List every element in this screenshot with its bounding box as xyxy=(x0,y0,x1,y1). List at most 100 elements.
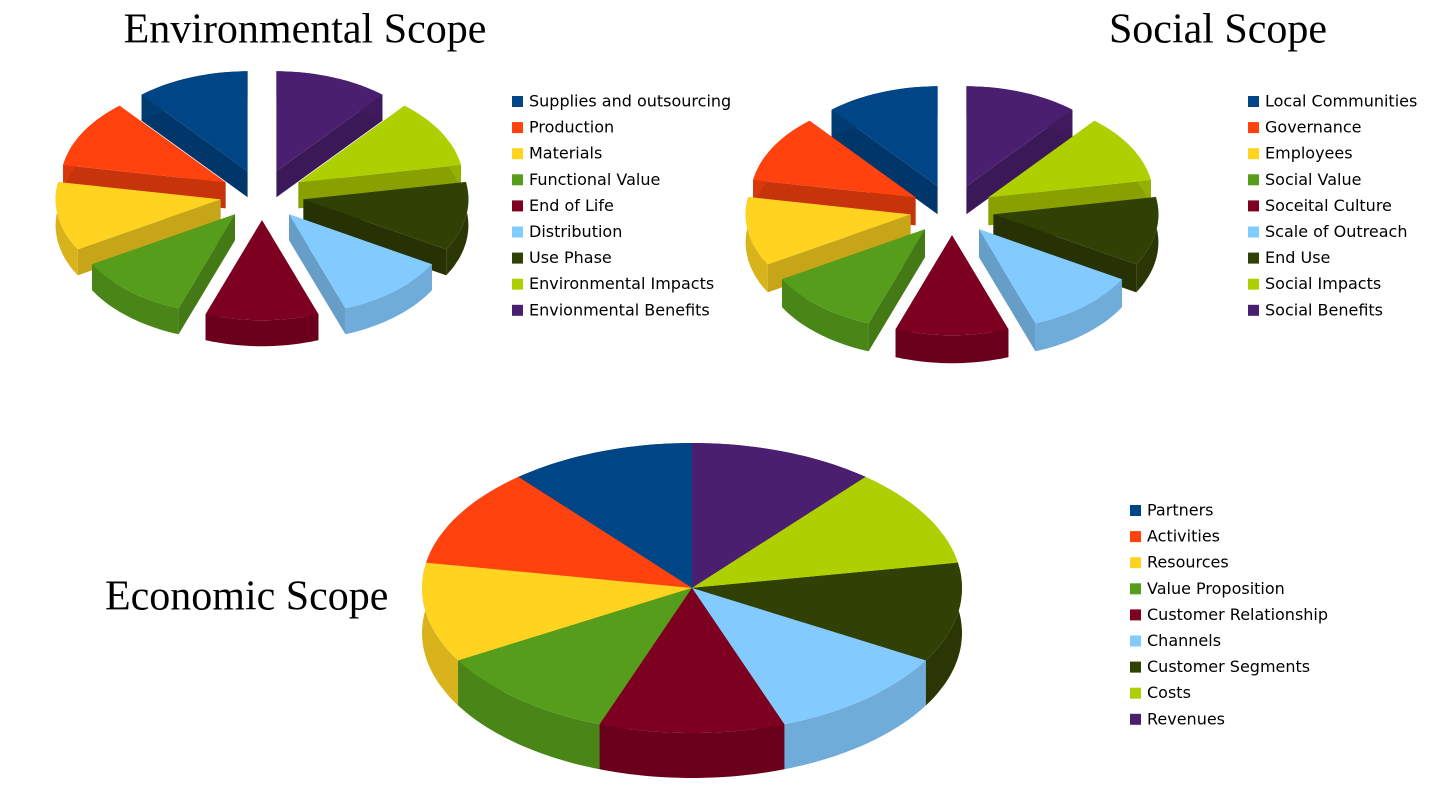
legend-swatch xyxy=(1130,635,1141,647)
legend-label: End Use xyxy=(1265,248,1330,267)
legend-swatch xyxy=(1248,174,1259,186)
slice xyxy=(692,443,866,588)
legend-swatch xyxy=(1248,122,1259,134)
slice xyxy=(745,197,911,265)
legend-label: Customer Relationship xyxy=(1147,605,1328,624)
slice xyxy=(692,588,926,725)
slice xyxy=(782,229,925,324)
legend-label: Customer Segments xyxy=(1147,657,1310,676)
pie xyxy=(55,71,469,347)
slice-side xyxy=(895,329,1009,364)
legend-label: Social Benefits xyxy=(1265,300,1383,319)
legend-swatch xyxy=(1248,278,1259,290)
slice xyxy=(276,71,383,172)
slice-side xyxy=(925,562,962,706)
legend-swatch xyxy=(1130,661,1141,673)
slice-side xyxy=(1136,197,1159,293)
slice xyxy=(993,197,1159,265)
legend-swatch xyxy=(1130,609,1141,621)
slice xyxy=(289,214,432,309)
slice-side xyxy=(599,724,785,778)
legend-swatch xyxy=(1248,148,1259,160)
legend-label: Distribution xyxy=(529,222,622,241)
legend-swatch xyxy=(1248,304,1259,316)
legend-label: Governance xyxy=(1265,118,1362,137)
slice-side xyxy=(422,562,459,706)
legend-label: Resources xyxy=(1147,553,1229,572)
slice xyxy=(988,120,1151,198)
legend-swatch xyxy=(512,252,523,264)
legend-label: Employees xyxy=(1265,144,1353,163)
legend-label: Envionmental Benefits xyxy=(529,300,710,319)
slice-side xyxy=(784,660,926,770)
slice-side xyxy=(1035,279,1122,352)
pie xyxy=(745,86,1159,364)
slice-side xyxy=(55,182,78,276)
chart-title: Social Scope xyxy=(1109,7,1327,53)
slice-side xyxy=(178,214,235,335)
chart-title: Environmental Scope xyxy=(124,7,487,53)
pie xyxy=(422,443,962,778)
legend-swatch xyxy=(512,122,523,134)
slice xyxy=(979,229,1122,324)
chart-title: Economic Scope xyxy=(105,574,388,620)
legend-swatch xyxy=(1130,531,1141,543)
slice-side xyxy=(831,109,938,215)
slice xyxy=(141,71,248,172)
slice xyxy=(55,182,221,250)
legend-swatch xyxy=(1130,687,1141,699)
legend-label: Functional Value xyxy=(529,170,660,189)
legend-swatch xyxy=(1248,96,1259,107)
slice xyxy=(753,120,916,198)
legend-label: Materials xyxy=(529,144,602,163)
legend-label: Value Proposition xyxy=(1147,579,1285,598)
legend-swatch xyxy=(512,148,523,160)
legend-label: Costs xyxy=(1147,683,1191,702)
legend-swatch xyxy=(512,174,523,186)
slice xyxy=(63,105,226,183)
slice xyxy=(966,86,1073,187)
legend-swatch xyxy=(1248,252,1259,264)
slice xyxy=(92,214,235,309)
slice-side xyxy=(458,660,600,770)
slice-side xyxy=(745,197,768,293)
legend-swatch xyxy=(1248,226,1259,238)
legend-swatch xyxy=(512,226,523,238)
legend-swatch xyxy=(1130,505,1141,516)
legend-label: Social Value xyxy=(1265,170,1361,189)
legend-label: Partners xyxy=(1147,501,1213,520)
legend-swatch xyxy=(1130,713,1141,725)
legend-swatch xyxy=(1130,557,1141,569)
slice xyxy=(426,476,692,588)
legend-label: Channels xyxy=(1147,631,1221,650)
legend-label: Local Communities xyxy=(1265,92,1417,111)
slice-side xyxy=(205,314,319,347)
slice-side xyxy=(345,264,432,335)
legend-label: Revenues xyxy=(1147,709,1225,728)
slice xyxy=(895,235,1009,336)
legend-label: Use Phase xyxy=(529,248,612,267)
slice xyxy=(831,86,938,187)
slice-side xyxy=(141,94,248,198)
legend-swatch xyxy=(1248,200,1259,212)
legend-label: Environmental Impacts xyxy=(529,274,714,293)
legend-swatch xyxy=(1130,583,1141,595)
slice xyxy=(205,220,319,321)
legend-swatch xyxy=(512,96,523,107)
slice-side xyxy=(276,94,383,198)
legend-label: End of Life xyxy=(529,196,614,215)
slice-side xyxy=(782,279,869,352)
slice xyxy=(303,182,469,250)
slice xyxy=(599,588,785,733)
legend-label: Social Impacts xyxy=(1265,274,1381,293)
legend-label: Activities xyxy=(1147,527,1220,546)
legend-label: Production xyxy=(529,118,614,137)
legend-swatch xyxy=(512,304,523,316)
slice xyxy=(422,562,692,661)
slice xyxy=(298,105,461,183)
legend-swatch xyxy=(512,278,523,290)
slice xyxy=(518,443,692,588)
legend-label: Soceital Culture xyxy=(1265,196,1392,215)
legend-label: Scale of Outreach xyxy=(1265,222,1407,241)
